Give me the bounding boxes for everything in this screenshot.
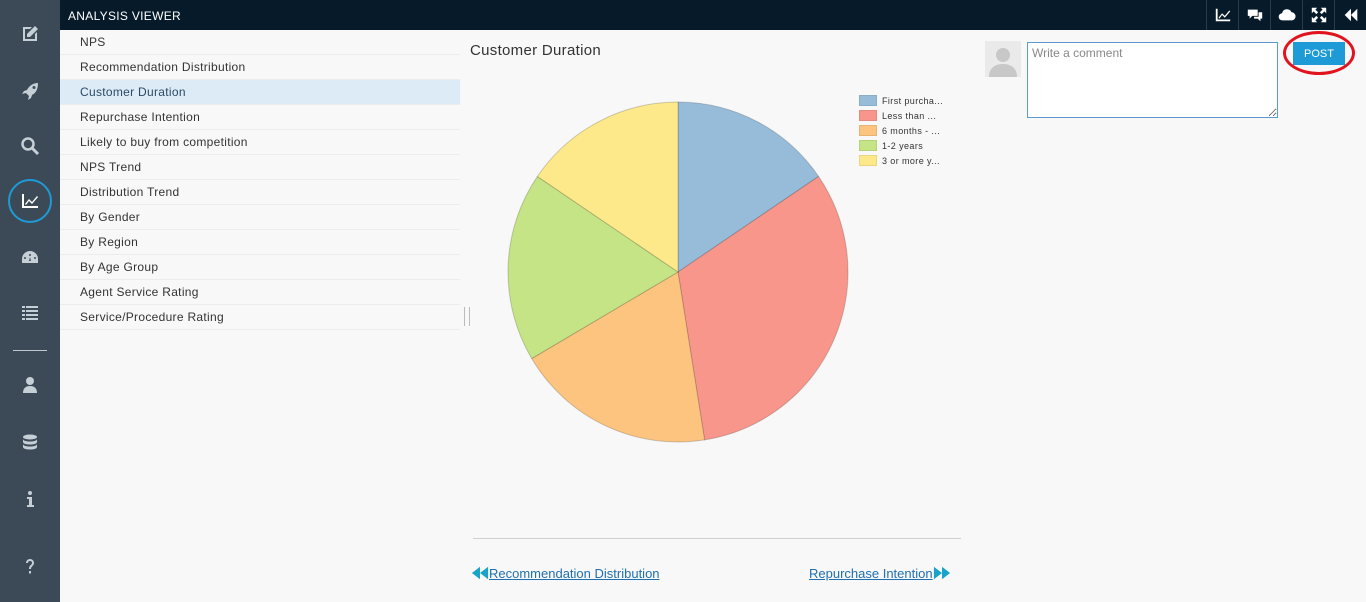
legend-label: 1-2 years bbox=[882, 140, 924, 151]
next-analysis-label: Repurchase Intention bbox=[809, 565, 933, 581]
comment-input[interactable] bbox=[1027, 42, 1278, 118]
dashboard-icon[interactable] bbox=[8, 236, 52, 280]
legend-item[interactable]: 3 or more y... bbox=[859, 153, 943, 168]
pie-slice[interactable] bbox=[677, 101, 820, 273]
nav-item[interactable]: Recommendation Distribution bbox=[60, 55, 460, 80]
analysis-nav-list: NPS Recommendation Distribution Customer D… bbox=[60, 30, 460, 330]
user-icon[interactable] bbox=[8, 363, 52, 407]
chart-legend: First purcha... Less than ... 6 months - .… bbox=[859, 93, 943, 168]
search-icon[interactable] bbox=[8, 124, 52, 168]
analysis-chart-icon[interactable] bbox=[8, 179, 52, 223]
nav-item[interactable]: Agent Service Rating bbox=[60, 280, 460, 305]
legend-label: Less than ... bbox=[882, 110, 937, 121]
nav-item[interactable]: Repurchase Intention bbox=[60, 105, 460, 130]
rail-divider bbox=[13, 350, 47, 351]
line-chart-icon[interactable] bbox=[1206, 0, 1238, 30]
user-avatar-icon bbox=[989, 48, 1017, 77]
post-button[interactable]: POST bbox=[1293, 42, 1345, 65]
nav-item[interactable]: By Age Group bbox=[60, 255, 460, 280]
database-icon[interactable] bbox=[8, 421, 52, 465]
comments-icon[interactable] bbox=[1238, 0, 1270, 30]
avatar bbox=[985, 41, 1021, 77]
next-analysis-link[interactable]: Repurchase Intention bbox=[809, 564, 951, 582]
help-icon[interactable] bbox=[8, 544, 52, 588]
legend-swatch bbox=[859, 155, 877, 166]
pie-slice[interactable] bbox=[677, 175, 849, 441]
nav-item[interactable]: Distribution Trend bbox=[60, 180, 460, 205]
chart-title: Customer Duration bbox=[470, 42, 601, 59]
legend-label: First purcha... bbox=[882, 95, 944, 106]
app-title: ANALYSIS VIEWER bbox=[68, 9, 181, 23]
nav-item[interactable]: By Region bbox=[60, 230, 460, 255]
arrow-left-icon bbox=[471, 566, 489, 580]
legend-item[interactable]: 6 months - ... bbox=[859, 123, 943, 138]
legend-swatch bbox=[859, 110, 877, 121]
edit-icon[interactable] bbox=[8, 12, 52, 56]
list-icon[interactable] bbox=[8, 291, 52, 335]
collapse-icon[interactable] bbox=[1334, 0, 1366, 30]
cloud-icon[interactable] bbox=[1270, 0, 1302, 30]
top-bar: ANALYSIS VIEWER bbox=[60, 0, 1366, 30]
arrow-right-icon bbox=[933, 566, 950, 580]
legend-label: 3 or more y... bbox=[882, 155, 940, 166]
pie-slice[interactable] bbox=[536, 101, 679, 273]
legend-item[interactable]: 1-2 years bbox=[859, 138, 943, 153]
info-icon[interactable] bbox=[8, 477, 52, 521]
nav-item[interactable]: Service/Procedure Rating bbox=[60, 305, 460, 330]
left-rail bbox=[0, 0, 60, 602]
fullscreen-icon[interactable] bbox=[1302, 0, 1334, 30]
legend-swatch bbox=[859, 140, 877, 151]
legend-swatch bbox=[859, 95, 877, 106]
nav-item[interactable]: Likely to buy from competition bbox=[60, 130, 460, 155]
nav-item[interactable]: By Gender bbox=[60, 205, 460, 230]
legend-item[interactable]: First purcha... bbox=[859, 93, 943, 108]
nav-item[interactable]: Customer Duration bbox=[60, 80, 460, 105]
nav-item[interactable]: NPS Trend bbox=[60, 155, 460, 180]
legend-swatch bbox=[859, 125, 877, 136]
previous-analysis-link[interactable]: Recommendation Distribution bbox=[471, 564, 660, 582]
legend-item[interactable]: Less than ... bbox=[859, 108, 943, 123]
panel-splitter[interactable] bbox=[464, 307, 470, 326]
pager-divider bbox=[473, 538, 961, 539]
pie-slice[interactable] bbox=[507, 175, 679, 360]
nav-item[interactable]: NPS bbox=[60, 30, 460, 55]
pie-slice[interactable] bbox=[530, 271, 706, 443]
rocket-icon[interactable] bbox=[8, 69, 52, 113]
previous-analysis-label: Recommendation Distribution bbox=[489, 565, 660, 581]
legend-label: 6 months - ... bbox=[882, 125, 941, 136]
top-toolbar bbox=[1206, 0, 1366, 30]
pie-chart bbox=[507, 101, 849, 443]
